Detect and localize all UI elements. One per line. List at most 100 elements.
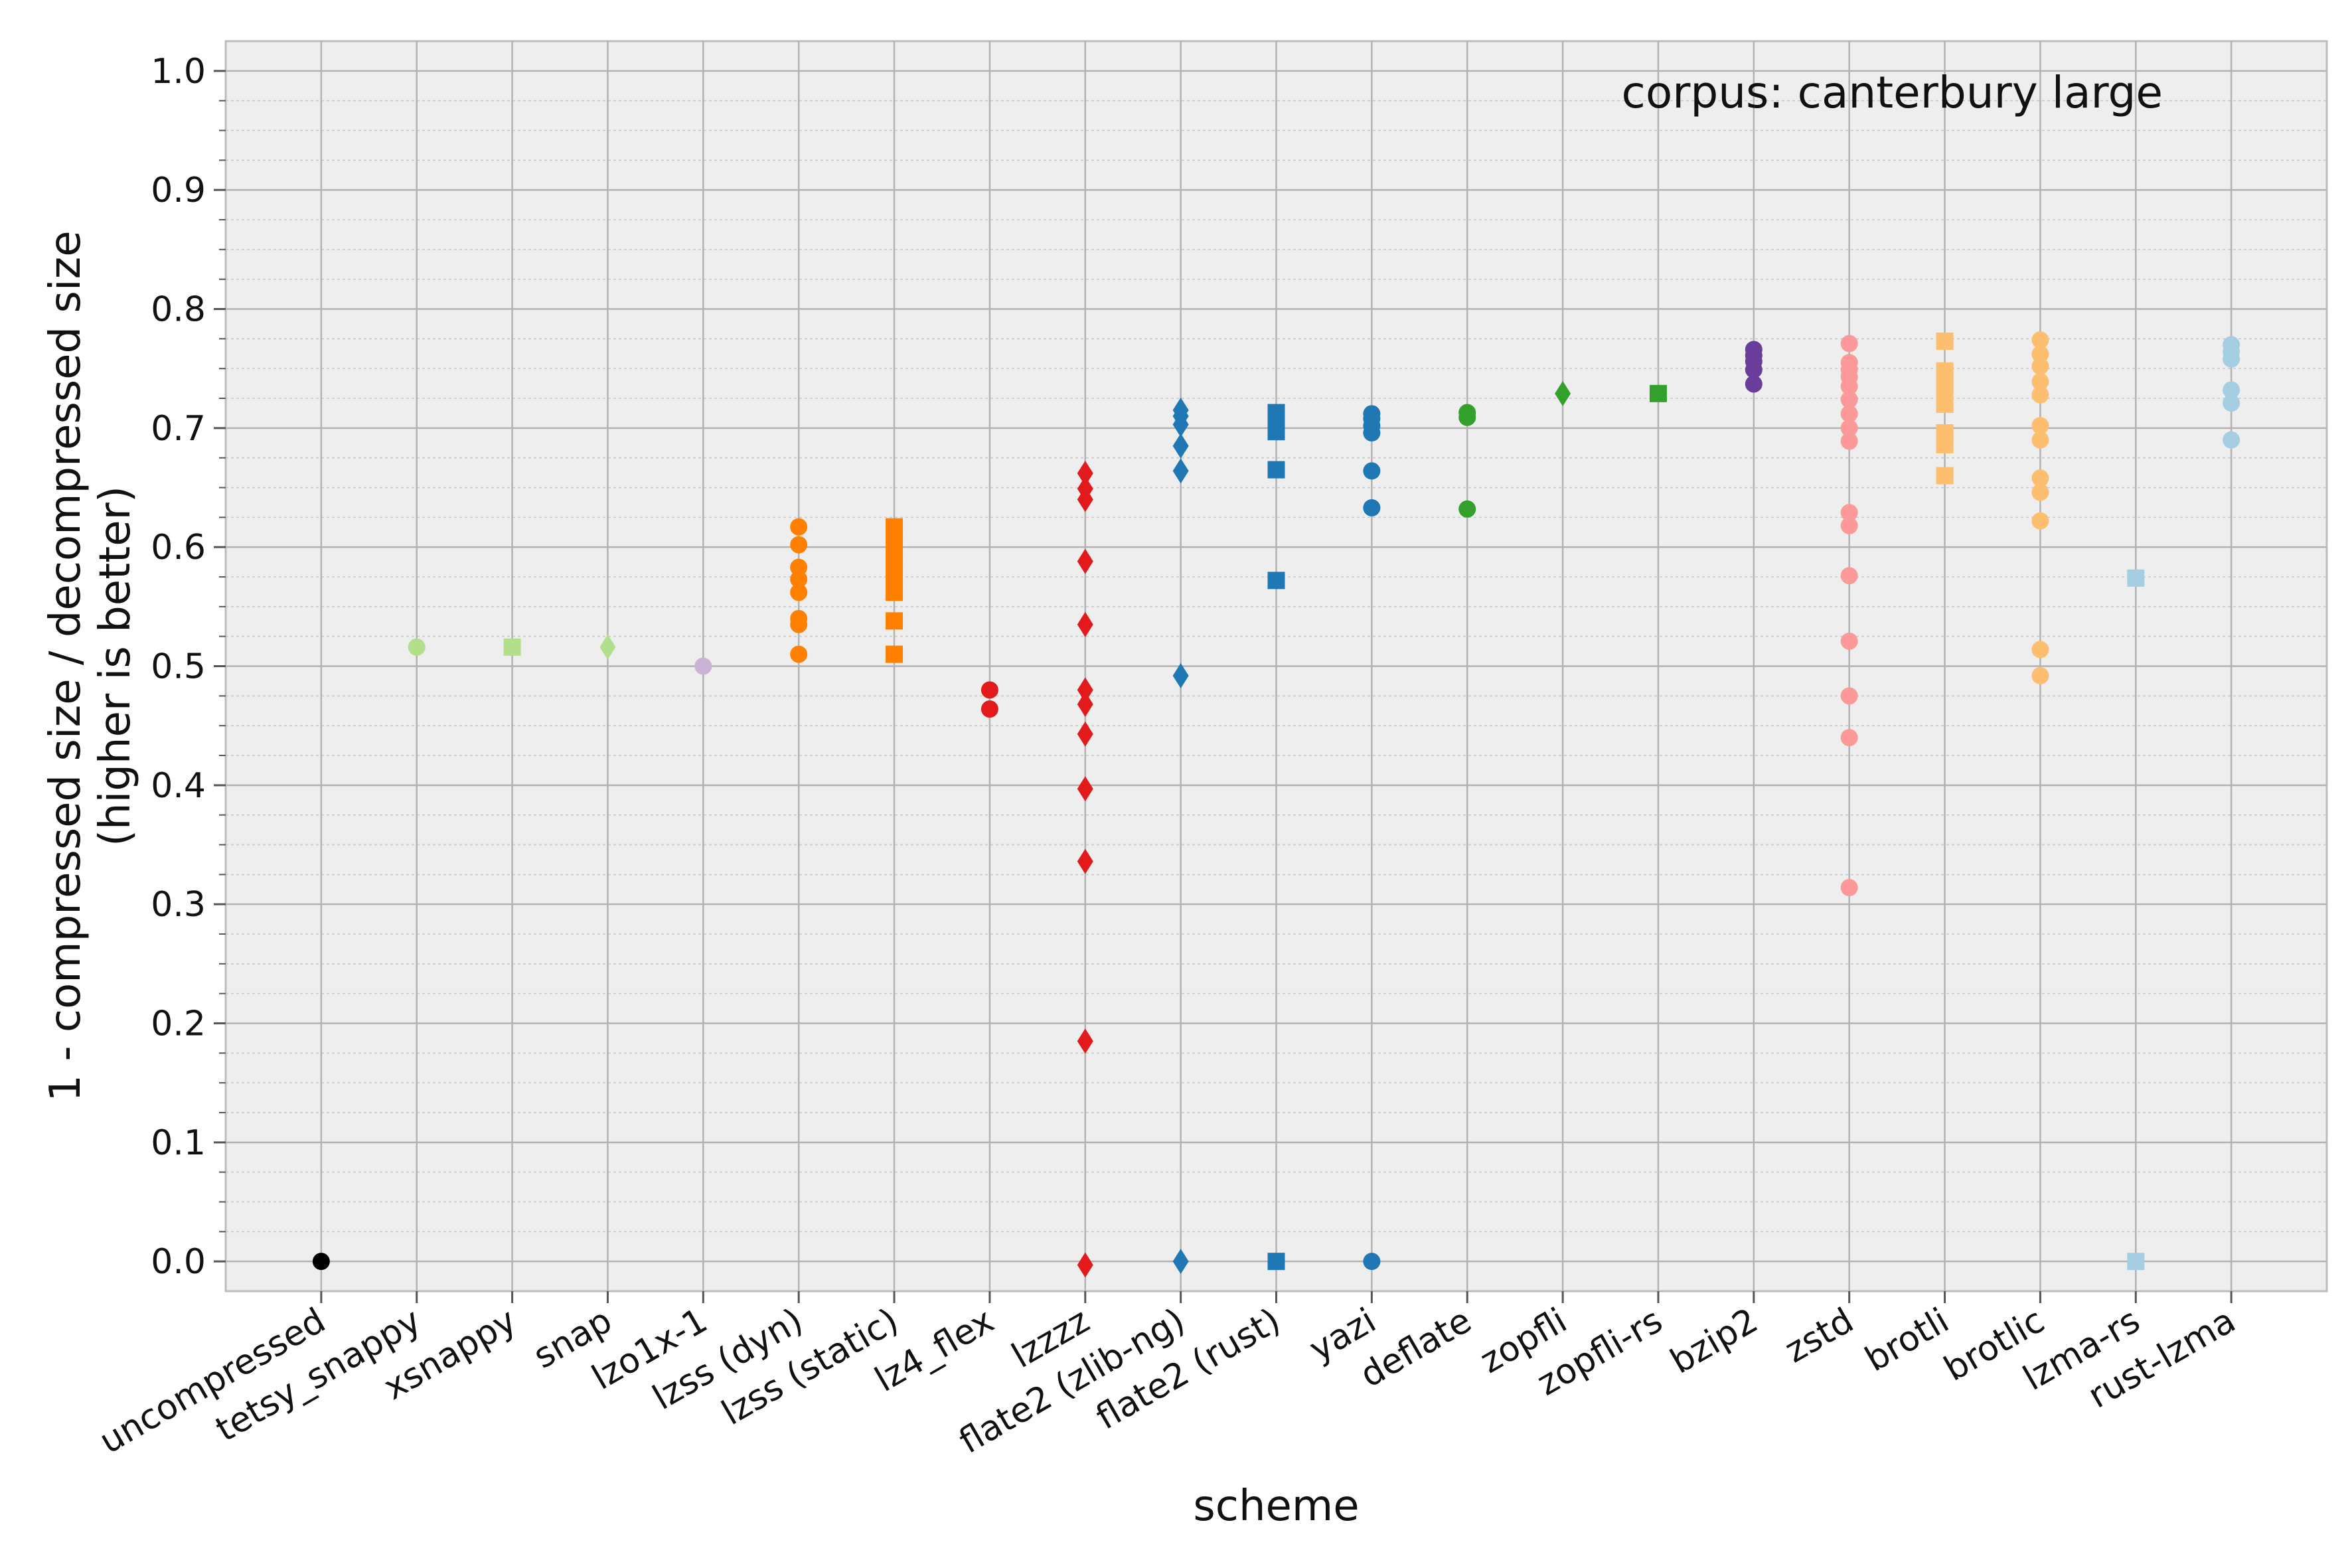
- y-tick-label: 0.1: [151, 1123, 206, 1163]
- x-axis-label: scheme: [1193, 1482, 1359, 1531]
- y-axis-label: 1 - compressed size / decompressed size …: [41, 230, 140, 1101]
- data-point: [1077, 1252, 1093, 1278]
- data-point: [1077, 776, 1093, 802]
- data-point: [2031, 417, 2049, 435]
- y-tick-label: 0.8: [151, 290, 206, 330]
- data-point: [1745, 375, 1763, 393]
- data-point: [1363, 462, 1381, 480]
- data-point: [1267, 572, 1285, 589]
- data-point: [2031, 512, 2049, 530]
- data-point: [1840, 729, 1858, 747]
- data-point: [1077, 476, 1093, 502]
- data-point: [1458, 500, 1476, 518]
- data-point: [1267, 461, 1285, 479]
- data-point: [2031, 331, 2049, 349]
- data-point: [1172, 663, 1189, 688]
- y-tick-label: 1.0: [151, 52, 206, 92]
- corpus-annotation: corpus: canterbury large: [1622, 67, 2163, 118]
- y-tick-label: 0.7: [151, 409, 206, 449]
- data-point: [1363, 499, 1381, 516]
- data-point: [1745, 341, 1763, 358]
- data-point: [886, 518, 903, 536]
- data-point: [2031, 469, 2049, 487]
- y-tick-label: 0.9: [151, 171, 206, 210]
- data-point: [1840, 390, 1858, 408]
- data-point: [1077, 460, 1093, 486]
- data-point: [1363, 405, 1381, 423]
- data-point: [980, 700, 998, 718]
- data-point: [599, 634, 616, 660]
- data-point: [1840, 419, 1858, 437]
- y-axis-ticks: 0.0 0.1 0.2 0.3 0.4 0.5 0.6 0.7 0.8 0.9 1.0: [151, 52, 226, 1282]
- data-point: [2223, 381, 2240, 399]
- y-axis-label-line1: 1 - compressed size / decompressed size: [41, 230, 90, 1101]
- data-point: [2031, 357, 2049, 375]
- data-point: [886, 645, 903, 663]
- data-point: [1840, 632, 1858, 650]
- data-point: [1077, 721, 1093, 747]
- data-point: [408, 638, 426, 656]
- data-point: [2031, 345, 2049, 363]
- data-point: [2031, 483, 2049, 501]
- data-point: [1840, 504, 1858, 522]
- data-point: [1172, 433, 1189, 459]
- data-point: [1077, 611, 1093, 637]
- data-point: [2031, 372, 2049, 390]
- y-tick-label: 0.3: [151, 885, 206, 925]
- data-point: [2127, 1253, 2145, 1271]
- data-point: [790, 609, 808, 627]
- y-tick-label: 0.2: [151, 1004, 206, 1044]
- data-point: [886, 612, 903, 630]
- data-point: [790, 558, 808, 576]
- data-point: [1840, 432, 1858, 450]
- data-point: [503, 638, 521, 656]
- y-axis-label-line2: (higher is better): [91, 486, 140, 846]
- data-point: [2223, 336, 2240, 354]
- data-point: [2223, 394, 2240, 412]
- data-point: [1077, 848, 1093, 874]
- data-point: [1267, 404, 1285, 422]
- data-point: [2223, 431, 2240, 449]
- data-point: [1363, 1253, 1381, 1271]
- data-point: [1936, 362, 1954, 380]
- data-point: [2031, 431, 2049, 449]
- data-point: [790, 518, 808, 536]
- y-tick-label: 0.0: [151, 1242, 206, 1282]
- data-point: [2031, 386, 2049, 404]
- data-point: [1172, 397, 1189, 423]
- data-point: [790, 536, 808, 554]
- data-point: [790, 645, 808, 663]
- y-tick-label: 0.5: [151, 647, 206, 687]
- data-point: [1840, 354, 1858, 372]
- data-point: [1077, 677, 1093, 703]
- data-point: [1840, 567, 1858, 585]
- data-point: [2031, 666, 2049, 684]
- data-point: [1555, 380, 1571, 406]
- data-point: [1840, 335, 1858, 353]
- data-point: [2031, 641, 2049, 659]
- data-points: [312, 331, 2240, 1278]
- data-point: [1172, 1249, 1189, 1275]
- data-point: [790, 570, 808, 588]
- data-point: [1077, 548, 1093, 574]
- data-point: [694, 657, 712, 675]
- data-point: [1840, 687, 1858, 705]
- data-point: [1077, 1028, 1093, 1054]
- data-point: [2127, 569, 2145, 587]
- data-point: [1936, 467, 1954, 485]
- y-tick-label: 0.6: [151, 528, 206, 568]
- data-point: [1840, 516, 1858, 534]
- data-point: [790, 584, 808, 601]
- data-point: [1936, 332, 1954, 350]
- data-point: [1172, 458, 1189, 484]
- data-point: [1267, 1253, 1285, 1271]
- y-tick-label: 0.4: [151, 766, 206, 806]
- data-point: [1840, 405, 1858, 423]
- data-point: [1077, 691, 1093, 717]
- data-point: [1458, 404, 1476, 422]
- data-point: [980, 681, 998, 699]
- data-point: [312, 1253, 330, 1271]
- data-point: [1936, 424, 1954, 442]
- data-point: [1649, 384, 1667, 402]
